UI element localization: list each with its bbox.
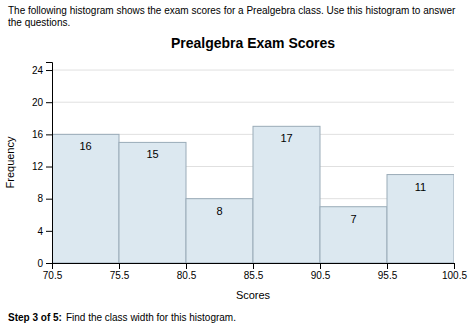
y-tick-label: 24	[32, 65, 44, 76]
x-tick-label: 90.5	[311, 270, 331, 281]
y-axis-line	[46, 63, 53, 264]
bar	[320, 207, 387, 263]
grid	[52, 70, 454, 263]
y-axis: 0 4 8 12 16 20 24	[32, 63, 53, 269]
y-tick-label: 4	[37, 226, 43, 237]
footnote-text: Find the class width for this histogram.	[66, 312, 236, 323]
x-tick-label: 100.5	[442, 270, 467, 281]
y-tick-mark	[46, 102, 52, 103]
y-tick-label: 8	[37, 193, 43, 204]
x-tick-label: 70.5	[43, 270, 63, 281]
subtitle-line: the questions.	[8, 17, 70, 28]
x-axis: 70.5 75.5 80.5 85.5 90.5 95.5 100.5	[43, 263, 468, 281]
x-tick-label: 85.5	[244, 270, 264, 281]
data-labels: 16 15 8 17 7 11	[79, 132, 426, 224]
x-tick: 85.5	[244, 263, 264, 281]
x-tick-mark	[320, 263, 321, 269]
x-tick: 100.5	[442, 263, 467, 281]
bar	[186, 199, 253, 263]
y-tick: 8	[37, 193, 52, 204]
x-axis-title: Scores	[236, 289, 271, 301]
bar	[119, 142, 186, 263]
bar	[387, 175, 454, 263]
y-tick-label: 12	[32, 161, 44, 172]
grid-line	[52, 70, 454, 71]
x-tick-mark	[119, 263, 120, 269]
bar	[52, 134, 119, 263]
x-tick-mark	[253, 263, 254, 269]
bars	[52, 126, 454, 263]
data-label: 7	[350, 213, 356, 225]
data-label: 11	[415, 181, 426, 193]
title: Prealgebra Exam Scores	[171, 35, 335, 51]
x-tick-label: 95.5	[378, 270, 398, 281]
y-tick-label: 0	[37, 258, 43, 269]
y-tick-mark	[46, 167, 52, 168]
subtitle: The following histogram shows the exam s…	[8, 5, 456, 28]
x-tick-mark	[186, 263, 187, 269]
y-axis-title: Frequency	[4, 136, 16, 188]
data-label: 8	[216, 205, 222, 217]
y-tick: 0	[37, 258, 52, 269]
y-tick-mark	[46, 263, 52, 264]
y-tick: 24	[32, 65, 52, 76]
x-tick: 75.5	[110, 263, 130, 281]
x-tick: 80.5	[177, 263, 197, 281]
x-axis-line	[53, 264, 455, 270]
y-tick-mark	[46, 231, 52, 232]
subtitle-line: The following histogram shows the exam s…	[8, 5, 456, 16]
x-tick-label: 75.5	[110, 270, 130, 281]
bar	[253, 126, 320, 263]
y-tick: 12	[32, 161, 52, 172]
y-tick-label: 16	[32, 129, 44, 140]
x-tick-label: 80.5	[177, 270, 197, 281]
footnote: Step 3 of 5: Find the class width for thi…	[8, 312, 236, 323]
x-tick-mark	[454, 263, 455, 269]
chart: The following histogram shows the exam s…	[0, 0, 474, 331]
x-tick-mark	[387, 263, 388, 269]
data-label: 17	[280, 132, 292, 144]
footnote-bold: Step 3 of 5:	[8, 312, 62, 323]
grid-line	[52, 102, 454, 103]
y-tick: 4	[37, 226, 52, 237]
x-tick: 90.5	[311, 263, 331, 281]
data-label: 16	[79, 140, 91, 152]
data-label: 15	[146, 148, 158, 160]
y-tick: 16	[32, 129, 52, 140]
plot: 16 15 8 17 7 11 70.5 75.5 80.5 85.5 90.5 95.5 100.5 0…	[32, 63, 468, 282]
y-tick-mark	[46, 134, 52, 135]
y-tick-mark	[46, 70, 52, 71]
y-tick-label: 20	[32, 97, 44, 108]
x-tick: 95.5	[378, 263, 398, 281]
y-tick: 20	[32, 97, 52, 108]
y-tick-mark	[46, 199, 52, 200]
x-tick: 70.5	[43, 263, 63, 281]
